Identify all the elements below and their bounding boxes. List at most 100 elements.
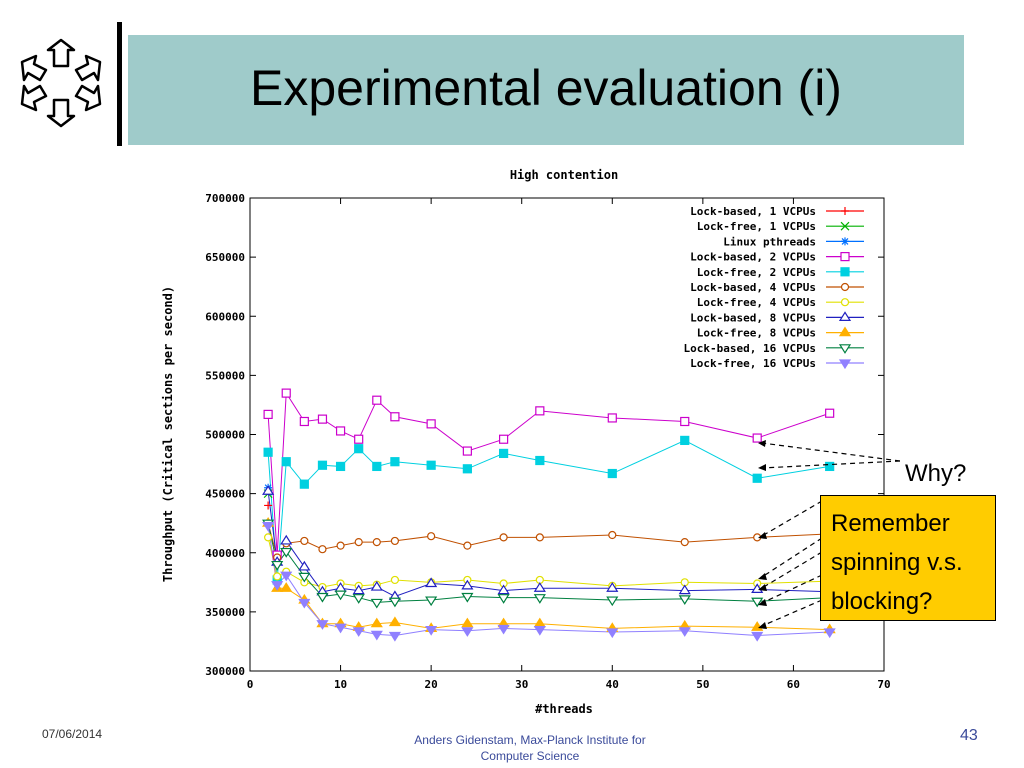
series-line bbox=[267, 523, 830, 631]
y-tick-label: 550000 bbox=[205, 369, 245, 382]
x-tick-label: 0 bbox=[247, 678, 254, 691]
callout-arrow-2 bbox=[761, 537, 823, 578]
legend-entry: Lock-free, 2 VCPUs bbox=[697, 266, 816, 279]
data-point bbox=[263, 447, 273, 457]
x-tick-label: 50 bbox=[696, 678, 709, 691]
data-point bbox=[354, 444, 364, 454]
legend-marker bbox=[838, 344, 852, 354]
data-point bbox=[271, 560, 284, 571]
y-tick-label: 300000 bbox=[205, 665, 245, 678]
data-point bbox=[825, 408, 835, 418]
callout-line: blocking? bbox=[831, 588, 933, 615]
series-line bbox=[267, 391, 830, 556]
x-tick-label: 20 bbox=[425, 678, 438, 691]
data-point bbox=[678, 627, 691, 637]
data-point bbox=[461, 627, 474, 637]
data-point bbox=[354, 434, 364, 444]
data-point bbox=[823, 628, 836, 639]
data-point bbox=[752, 473, 762, 483]
data-point bbox=[354, 538, 363, 547]
data-point bbox=[317, 414, 328, 424]
legend-marker bbox=[840, 267, 850, 277]
data-point bbox=[334, 590, 347, 601]
data-point bbox=[499, 434, 509, 444]
y-tick-label: 400000 bbox=[205, 547, 245, 560]
data-point bbox=[390, 412, 400, 422]
data-point bbox=[535, 406, 545, 416]
data-point bbox=[316, 620, 329, 630]
legend-entry: Lock-based, 8 VCPUs bbox=[690, 311, 816, 324]
legend-marker bbox=[838, 311, 852, 321]
data-point bbox=[751, 597, 764, 608]
title-box: Experimental evaluation (i) bbox=[128, 35, 964, 145]
data-point bbox=[299, 479, 309, 489]
data-point bbox=[463, 541, 472, 550]
footer-author-line: Computer Science bbox=[480, 749, 580, 763]
data-point bbox=[388, 631, 401, 642]
data-point bbox=[607, 413, 617, 423]
data-point bbox=[262, 521, 275, 532]
data-point bbox=[318, 545, 327, 554]
y-tick-label: 600000 bbox=[205, 310, 245, 323]
arrowhead bbox=[758, 599, 767, 606]
data-point bbox=[298, 572, 311, 583]
data-point bbox=[352, 584, 365, 595]
data-point bbox=[336, 541, 345, 550]
why-arrow-1 bbox=[761, 442, 900, 462]
data-point bbox=[334, 623, 347, 634]
arrowhead bbox=[758, 622, 767, 629]
y-tick-label: 700000 bbox=[205, 192, 245, 205]
legend-entry: Lock-based, 2 VCPUs bbox=[690, 251, 816, 264]
callout-arrow-3 bbox=[761, 551, 823, 589]
data-point bbox=[352, 627, 365, 637]
x-tick-label: 60 bbox=[787, 678, 800, 691]
y-tick-label: 450000 bbox=[205, 488, 245, 501]
series-line bbox=[267, 439, 830, 580]
legend-marker bbox=[841, 207, 849, 215]
y-tick-label: 350000 bbox=[205, 606, 245, 619]
legend-entry: Lock-free, 16 VCPUs bbox=[690, 357, 816, 370]
legend-entry: Lock-based, 4 VCPUs bbox=[690, 281, 816, 294]
legend-marker bbox=[840, 221, 850, 231]
data-point bbox=[281, 457, 291, 467]
data-point bbox=[606, 596, 619, 607]
data-point bbox=[680, 435, 690, 446]
data-point bbox=[425, 596, 438, 607]
data-point bbox=[535, 533, 544, 542]
data-point bbox=[390, 536, 400, 546]
legend-entry: Linux pthreads bbox=[723, 235, 816, 248]
data-point bbox=[680, 416, 690, 427]
series-line bbox=[267, 523, 830, 559]
callout-arrow-5 bbox=[761, 599, 823, 627]
legend-marker bbox=[838, 359, 852, 370]
data-point bbox=[370, 580, 383, 591]
data-point bbox=[425, 577, 438, 588]
chart-title: High contention bbox=[510, 168, 618, 182]
data-point bbox=[317, 460, 328, 470]
data-point bbox=[280, 571, 293, 582]
data-point bbox=[316, 592, 329, 603]
callout-line: Remember bbox=[831, 510, 950, 537]
callout-line: spinning v.s. bbox=[831, 549, 963, 576]
data-point bbox=[606, 582, 619, 592]
data-point bbox=[300, 536, 309, 546]
data-point bbox=[533, 582, 546, 592]
data-point bbox=[499, 448, 509, 459]
data-point bbox=[425, 626, 438, 636]
data-point bbox=[388, 597, 401, 608]
footer-author-line: Anders Gidenstam, Max-Planck Institute f… bbox=[414, 733, 646, 747]
legend-entry: Lock-based, 16 VCPUs bbox=[684, 342, 816, 355]
data-point bbox=[461, 617, 474, 628]
legend-marker bbox=[840, 251, 850, 262]
data-point bbox=[497, 584, 510, 595]
legend-entry: Lock-free, 8 VCPUs bbox=[697, 327, 816, 340]
legend-entry: Lock-based, 1 VCPUs bbox=[690, 205, 816, 218]
data-point bbox=[608, 530, 617, 540]
data-point bbox=[497, 624, 510, 635]
data-point bbox=[680, 538, 689, 547]
data-point bbox=[388, 616, 401, 627]
data-point bbox=[280, 534, 293, 545]
y-tick-label: 650000 bbox=[205, 251, 245, 264]
data-point bbox=[752, 433, 762, 443]
data-point bbox=[533, 594, 546, 604]
